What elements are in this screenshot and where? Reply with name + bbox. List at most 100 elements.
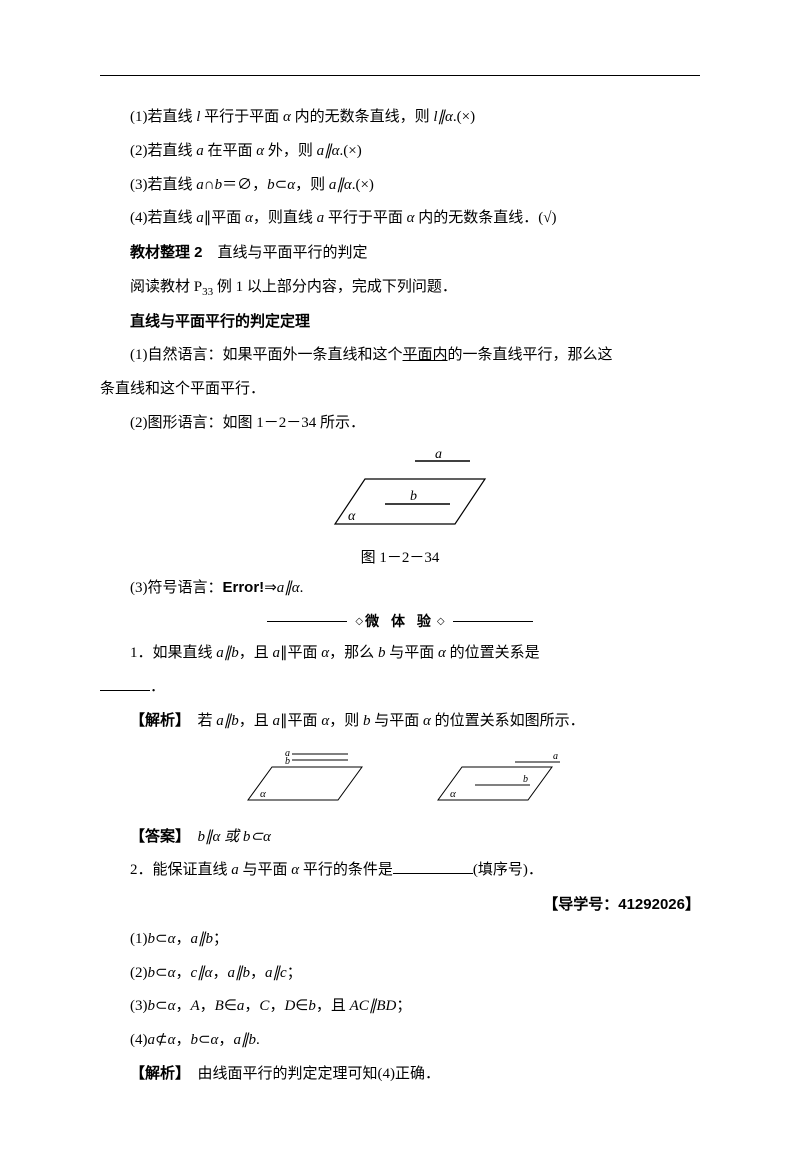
var-alpha: α [291,862,299,878]
t: (4)若直线 [130,210,196,226]
question-2: 2．能保证直线 a 与平面 α 平行的条件是(填序号)． [100,854,700,888]
par: ∥ [284,580,292,596]
stmt-4: (4)若直线 a∥平面 α，则直线 a 平行于平面 α 内的无数条直线．(√) [100,202,700,236]
choice-1: (1)b⊂α，a∥b； [100,923,700,957]
var-a: a [228,965,236,981]
question-1-blank: ． [100,671,700,705]
guide-num: 41292026 [618,896,685,913]
t: ，则 [329,713,363,729]
var-alpha: α [344,177,352,193]
t: ∥平面 [280,713,321,729]
var-b: b [205,931,213,947]
t: 的一条直线平行，那么这 [448,347,613,363]
sec2-title: 直线与平面平行的判定 [203,245,368,261]
answer-label: 【答案】 [130,828,183,845]
page-content: (1)若直线 l 平行于平面 α 内的无数条直线，则 l∥α.(×) (2)若直… [0,0,800,1152]
t: 直线与平面平行的判定定理 [130,313,310,330]
par: ∥ [197,965,205,981]
theorem-p1: (1)自然语言：如果平面外一条直线和这个平面内的一条直线平行，那么这 [100,339,700,373]
svg-text:a: a [553,751,558,762]
var-a: a [196,143,204,159]
t: (1)若直线 [130,109,196,125]
par: ∥ [438,109,446,125]
var-b: b [215,177,223,193]
var-a: a [237,998,245,1014]
var-alpha: α [256,143,264,159]
t: 由线面平行的判定定理可知(4)正确． [183,1066,441,1082]
var-alpha: α [283,109,291,125]
var-alpha: α [438,645,446,661]
var-b: b [243,965,251,981]
fill-blank [393,861,473,875]
t: ，且 [239,713,273,729]
figure-1-svg: abα [305,449,495,539]
stmt-2: (2)若直线 a 在平面 α 外，则 a∥α.(×) [100,135,700,169]
t: (3)符号语言： [130,580,223,596]
var-B: B [215,998,224,1014]
in: ∈ [295,998,308,1014]
ans1-expr: b∥α 或 b⊂α [198,829,271,845]
error-text: Error! [223,579,265,596]
t: 例 1 以上部分内容，完成下列问题． [213,279,457,295]
t: ，且 [239,645,273,661]
t: 平行于平面 [324,210,407,226]
t: 2．能保证直线 [130,862,231,878]
guide-number: 【导学号：41292026】 [100,888,700,923]
par: ∥ [235,965,243,981]
read-instruction: 阅读教材 P33 例 1 以上部分内容，完成下列问题． [100,271,700,305]
answer-figures: αab αab [100,745,700,810]
var-AC: AC [350,998,369,1014]
var-a: a [216,645,224,661]
page-sub: 33 [202,286,213,298]
var-alpha: α [423,713,431,729]
par: ∥ [273,965,281,981]
answer-1: 【答案】 b∥α 或 b⊂α [100,820,700,855]
t: 与平面 [370,713,423,729]
dot-icon: ◇ [355,616,363,627]
t: 的位置关系是 [446,645,540,661]
stmt-3: (3)若直线 a∩b＝∅，b⊂α，则 a∥α.(×) [100,169,700,203]
var-alpha: α [205,965,213,981]
nsub: ⊄ [155,1032,168,1048]
divider-text: 微 体 验 [365,611,435,631]
var-alpha: α [168,965,176,981]
var-a: a [196,210,204,226]
var-alpha: α [168,1032,176,1048]
var-b: b [148,931,156,947]
svg-text:b: b [410,489,417,504]
divider-line [267,621,347,622]
var-b: b [148,965,156,981]
t: 与平面 [239,862,292,878]
var-alpha: α [332,143,340,159]
var-a: a [233,1032,241,1048]
svg-text:b: b [523,774,528,785]
var-alpha: α [211,1032,219,1048]
section-2-heading: 教材整理 2 直线与平面平行的判定 [100,236,700,271]
var-a: a [265,965,273,981]
theorem-p3: (3)符号语言：Error!⇒a∥α. [100,571,700,606]
stmt-1: (1)若直线 l 平行于平面 α 内的无数条直线，则 l∥α.(×) [100,101,700,135]
analysis-label: 【解析】 [130,1066,183,1082]
t: ∥平面 [204,210,245,226]
var-BD: BD [376,998,396,1014]
var-D: D [284,998,295,1014]
choice-2: (2)b⊂α，c∥α，a∥b，a∥c； [100,957,700,991]
var-b: b [231,645,239,661]
var-b: b [190,1032,198,1048]
var-alpha: α [407,210,415,226]
question-1: 1．如果直线 a∥b，且 a∥平面 α，那么 b 与平面 α 的位置关系是 [100,637,700,671]
t: 在平面 [204,143,257,159]
t: (1) [130,931,148,947]
var-alpha: α [287,177,295,193]
svg-text:b: b [285,756,290,767]
t: (4) [130,1032,148,1048]
var-b: b [308,998,316,1014]
t: ∥平面 [280,645,321,661]
t: 】 [685,896,700,913]
t: 的位置关系如图所示． [431,713,585,729]
fill-blank [100,678,150,692]
theorem-p1-cont: 条直线和这个平面平行． [100,373,700,407]
t: (1)自然语言：如果平面外一条直线和这个 [130,347,403,363]
var-alpha: α [445,109,453,125]
var-a: a [273,645,281,661]
